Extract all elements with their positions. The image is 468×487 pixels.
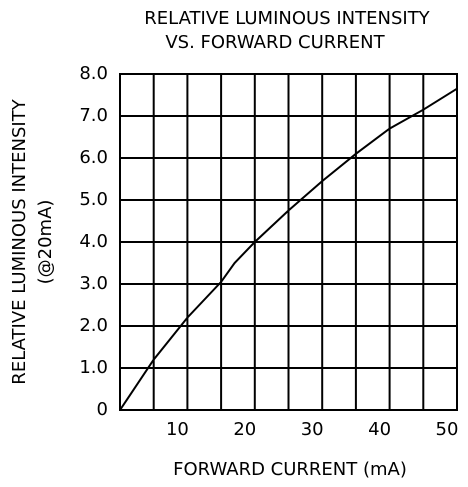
chart-subtitle: VS. FORWARD CURRENT: [165, 32, 385, 53]
x-tick-label: 40: [368, 419, 391, 440]
data-line: [119, 87, 458, 411]
y-tick-label: 7.0: [79, 105, 108, 126]
y-tick-label: 2.0: [79, 315, 108, 336]
x-tick-label: 30: [301, 419, 324, 440]
chart-title: RELATIVE LUMINOUS INTENSITY: [144, 8, 430, 29]
y-tick-label: 1.0: [79, 357, 108, 378]
x-axis-label: FORWARD CURRENT (mA): [173, 459, 407, 480]
x-tick-label: 50: [436, 419, 459, 440]
x-tick-label: 10: [166, 419, 189, 440]
y-tick-label: 6.0: [79, 147, 108, 168]
y-axis-label: RELATIVE LUMINOUS INTENSITY: [9, 98, 30, 384]
y-tick-label: 8.0: [79, 63, 108, 84]
x-tick-label: 20: [233, 419, 256, 440]
y-tick-label: 5.0: [79, 189, 108, 210]
y-axis-label: (@20mA): [35, 200, 56, 285]
y-tick-label: 0: [97, 399, 108, 420]
y-tick-label: 4.0: [79, 231, 108, 252]
y-tick-label: 3.0: [79, 273, 108, 294]
